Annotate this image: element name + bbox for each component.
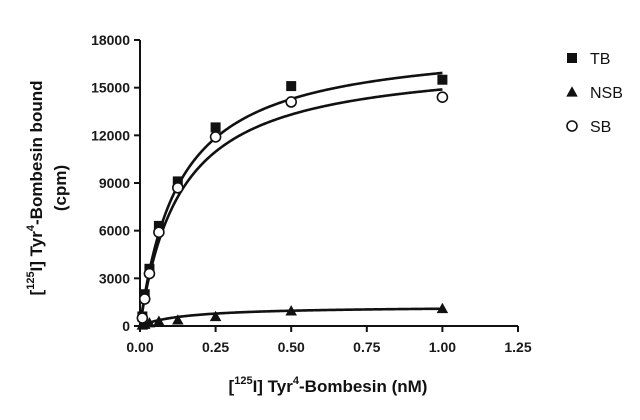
point-sb (143, 267, 156, 280)
fit-curves (138, 71, 443, 328)
point-sb (172, 181, 184, 194)
point-sb (285, 96, 298, 108)
point-nsb (436, 302, 449, 314)
point-nsb (172, 314, 184, 325)
y-axis-title-line2: (cpm) (51, 165, 70, 211)
legend: TB NSB SB (566, 51, 623, 136)
y-tick-label: 6000 (99, 223, 130, 239)
legend-marker-sb (566, 120, 578, 132)
x-axis-title: [125I] Tyr4-Bombesin (nM) (229, 375, 428, 396)
point-sb (136, 312, 149, 324)
y-tick-label: 15000 (91, 80, 130, 96)
point-nsb (209, 310, 222, 322)
point-nsb (285, 305, 297, 316)
legend-label-sb: SB (590, 119, 611, 136)
legend-label-nsb: NSB (590, 85, 623, 102)
y-tick-label: 3000 (99, 270, 130, 286)
point-sb (138, 293, 151, 305)
x-tick-label: 0.25 (202, 339, 229, 355)
legend-marker-nsb (566, 86, 578, 97)
tick-group: 0.00 0.25 0.50 0.75 1.00 1.25 0 3000 6000 9000 120… (91, 32, 532, 355)
y-tick-label: 9000 (99, 175, 130, 191)
point-nsb (153, 315, 165, 326)
point-tb (437, 74, 448, 85)
point-sb (436, 91, 449, 103)
legend-marker-tb (567, 53, 577, 63)
point-tb (172, 176, 183, 187)
point-tb (210, 122, 221, 133)
axes (139, 40, 518, 327)
point-sb (153, 226, 165, 239)
x-tick-label: 0.50 (278, 339, 305, 355)
fit-curve-sb (138, 88, 443, 327)
y-axis-title: [125I] Tyr4-Bombesin bound (cpm) (25, 81, 70, 296)
x-tick-label: 0.00 (126, 339, 153, 355)
point-sb (209, 131, 222, 143)
point-tb (153, 220, 164, 231)
point-nsb (143, 317, 156, 328)
data-points (136, 74, 449, 330)
legend-label-tb: TB (590, 51, 610, 68)
y-axis-title-line1: [125I] Tyr4-Bombesin bound (25, 81, 46, 296)
x-tick-label: 1.25 (504, 339, 531, 355)
y-tick-label: 18000 (91, 32, 130, 48)
point-tb (286, 81, 297, 92)
fit-curve-tb (138, 71, 443, 327)
x-tick-label: 1.00 (429, 339, 456, 355)
y-tick-label: 12000 (91, 127, 130, 143)
x-tick-label: 0.75 (353, 339, 380, 355)
y-tick-label: 0 (122, 318, 130, 334)
